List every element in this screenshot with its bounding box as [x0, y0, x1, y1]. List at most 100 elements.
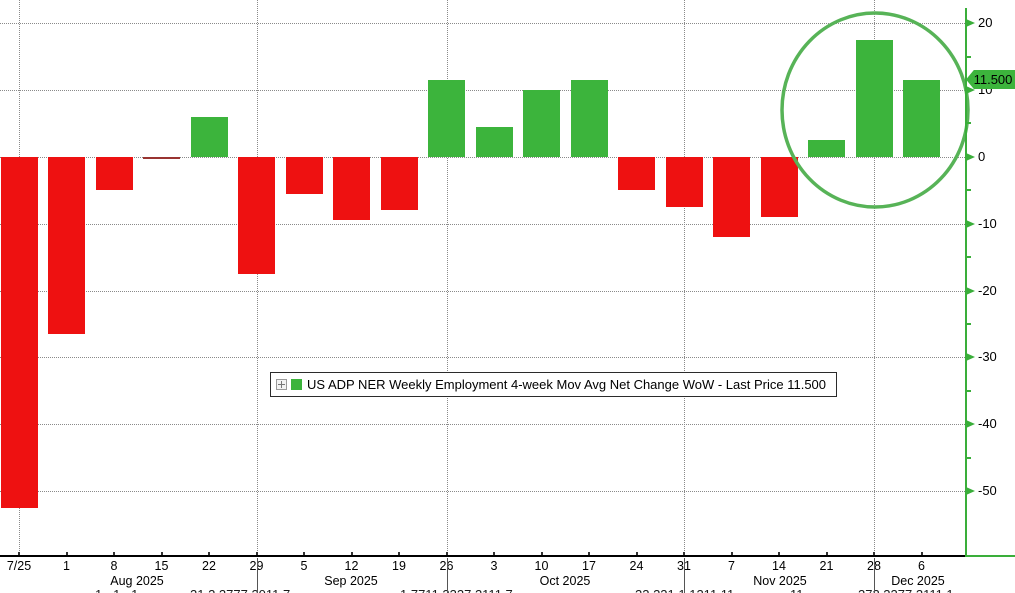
x-tick-7/25: [18, 552, 20, 555]
x-label-1: 1: [63, 559, 70, 573]
month-separator-29: [256, 558, 258, 593]
gridline-v-26: [446, 0, 448, 555]
x-tick-12: [350, 552, 353, 555]
x-label-17: 17: [582, 559, 596, 573]
month-label-oct: Oct 2025: [539, 574, 591, 588]
x-label-10: 10: [534, 559, 549, 573]
bar-21: [808, 140, 845, 157]
x-tick-10: [540, 552, 543, 555]
month-separator-31: [684, 558, 685, 593]
gridline-h-20: [0, 23, 965, 25]
x-label-19: 19: [392, 559, 406, 573]
legend-expand-icon[interactable]: [276, 379, 287, 390]
gridline-h--10: [0, 223, 965, 225]
clipped-text-fragment-1: 21 2 2777 2011 7: [190, 587, 290, 593]
legend-box[interactable]: US ADP NER Weekly Employment 4-week Mov …: [270, 372, 837, 397]
month-label-dec: Dec 2025: [891, 574, 945, 588]
bar-28: [855, 39, 893, 157]
y-tick-arrow-10: [966, 85, 975, 94]
x-tick-21: [825, 552, 828, 555]
x-axis-line-green-segment: [965, 555, 1015, 557]
x-label-6: 6: [918, 559, 925, 573]
y-tick-arrow-20: [966, 19, 975, 28]
x-label-5: 5: [300, 559, 308, 573]
bar-19: [380, 156, 418, 211]
x-label-7: 7: [728, 559, 735, 573]
gridline-v-28: [874, 0, 875, 555]
gridline-h--20: [0, 290, 965, 292]
y-minor-tick-5: [966, 122, 971, 125]
clipped-text-fragment-3: 22 221 1 1211 11: [635, 587, 734, 593]
x-tick-24: [635, 552, 638, 555]
month-separator-28: [874, 558, 875, 593]
clipped-text-fragment-0: 1 1 1: [95, 587, 138, 593]
bar-22: [190, 116, 228, 157]
bar-10: [523, 89, 560, 157]
legend-label: US ADP NER Weekly Employment 4-week Mov …: [307, 377, 827, 392]
bar-1: [48, 156, 85, 334]
clipped-text-fragment-2: 1 7711 2327 2111 7: [400, 587, 513, 593]
x-tick-22: [208, 552, 210, 555]
last-price-value: 11.500: [973, 72, 1013, 87]
x-tick-31: [683, 552, 685, 555]
x-label-21: 21: [819, 559, 834, 573]
gridline-v-31: [684, 0, 685, 555]
x-tick-17: [588, 552, 590, 555]
y-axis-line: [965, 8, 967, 556]
x-label-12: 12: [344, 559, 359, 573]
y-tick-arrow--20: [966, 286, 975, 295]
y-minor-tick--35: [966, 389, 971, 392]
plot-area[interactable]: [0, 0, 965, 555]
x-tick-6: [920, 552, 923, 555]
gridline-h--30: [0, 357, 965, 359]
x-tick-14: [778, 552, 780, 555]
bar-7/25: [0, 156, 38, 508]
gridline-h-0: [0, 156, 965, 158]
x-tick-28: [873, 552, 875, 555]
legend-series-swatch-icon: [291, 379, 302, 390]
x-tick-15: [160, 552, 163, 555]
bar-7: [713, 156, 750, 238]
gridline-v-29: [256, 0, 258, 555]
x-label-3: 3: [490, 559, 498, 573]
gridline-h--50: [0, 491, 965, 493]
x-tick-26: [445, 552, 448, 555]
clipped-text-fragment-5: 272 2277 2111 1: [858, 587, 954, 593]
bar-6: [903, 79, 940, 157]
bar-17: [570, 79, 608, 157]
month-label-sep: Sep 2025: [324, 574, 378, 588]
bar-29: [238, 156, 275, 274]
x-tick-8: [113, 552, 115, 555]
bar-15: [143, 156, 180, 159]
month-separator-26: [446, 558, 448, 593]
bar-24: [618, 156, 655, 191]
y-tick-arrow--10: [966, 219, 975, 228]
bar-26: [428, 79, 465, 157]
y-tick-label--40: -40: [978, 416, 997, 432]
y-minor-tick--45: [966, 456, 971, 459]
x-tick-29: [255, 552, 258, 555]
bar-5: [285, 156, 323, 194]
bar-31: [665, 156, 703, 207]
y-tick-label-20: 20: [978, 15, 993, 31]
x-tick-5: [303, 552, 305, 555]
month-label-nov: Nov 2025: [753, 574, 807, 588]
clipped-text-fragment-4: 11: [790, 587, 804, 593]
y-minor-tick--15: [966, 256, 971, 259]
last-price-badge: 11.500: [966, 70, 1015, 89]
x-label-8: 8: [110, 559, 118, 573]
x-tick-3: [493, 552, 495, 555]
gridline-h-10: [0, 89, 965, 91]
y-tick-arrow-0: [966, 152, 975, 161]
y-tick-label--20: -20: [978, 282, 997, 298]
x-tick-1: [65, 552, 68, 555]
x-label-24: 24: [629, 559, 644, 573]
bar-8: [95, 156, 133, 191]
y-tick-label--50: -50: [978, 483, 997, 499]
x-label-15: 15: [154, 559, 169, 573]
y-tick-arrow--30: [966, 353, 975, 362]
bar-3: [475, 126, 513, 157]
y-minor-tick--5: [966, 189, 971, 192]
